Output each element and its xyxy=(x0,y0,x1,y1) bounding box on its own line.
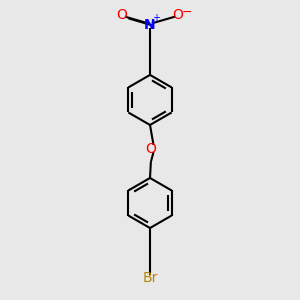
Text: O: O xyxy=(117,8,128,22)
Text: Br: Br xyxy=(142,271,158,285)
Text: −: − xyxy=(182,6,193,19)
Text: +: + xyxy=(152,14,160,23)
Text: O: O xyxy=(145,142,156,155)
Text: N: N xyxy=(144,18,156,32)
Text: O: O xyxy=(172,8,183,22)
